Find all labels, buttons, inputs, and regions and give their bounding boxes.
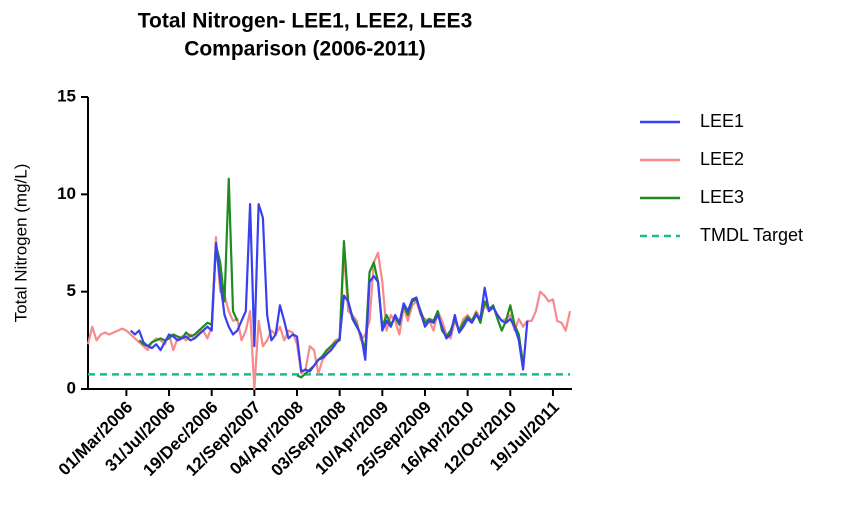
legend-label: LEE3 bbox=[700, 187, 744, 207]
y-tick-label: 0 bbox=[67, 378, 76, 397]
chart-title: Total Nitrogen- LEE1, LEE2, LEE3 bbox=[138, 10, 473, 33]
y-tick-label: 15 bbox=[57, 86, 76, 105]
legend-label: LEE2 bbox=[700, 149, 744, 169]
chart-subtitle: Comparison (2006-2011) bbox=[184, 38, 426, 61]
legend-label: TMDL Target bbox=[700, 225, 803, 245]
y-axis-label: Total Nitrogen (mg/L) bbox=[11, 164, 30, 323]
legend-label: LEE1 bbox=[700, 111, 744, 131]
series-line bbox=[138, 177, 525, 379]
y-tick-label: 10 bbox=[57, 184, 76, 203]
series-line bbox=[129, 202, 529, 373]
series-line bbox=[86, 236, 572, 391]
y-tick-label: 5 bbox=[67, 281, 76, 300]
